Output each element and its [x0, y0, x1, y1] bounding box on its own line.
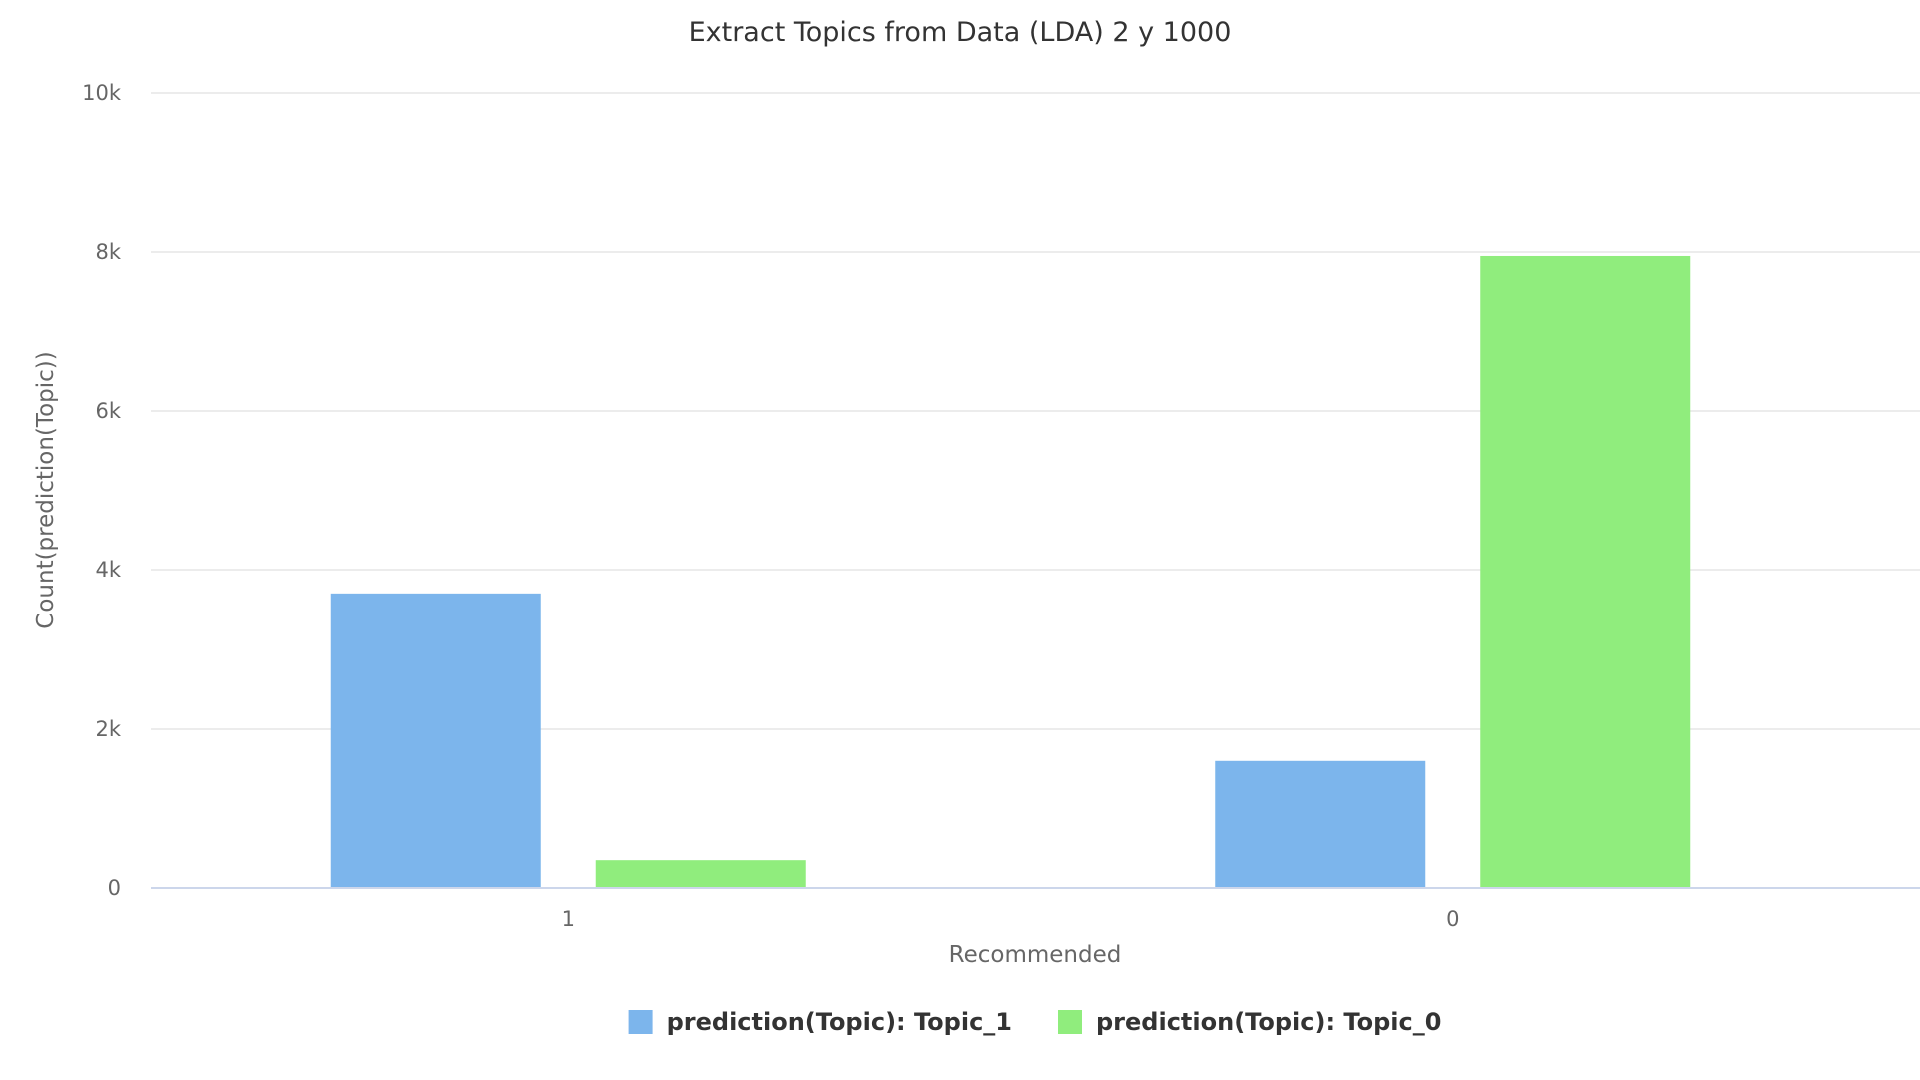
bar-topic-1-cat-0[interactable]: [1215, 760, 1426, 888]
x-axis-title: Recommended: [949, 942, 1122, 968]
chart-title: Extract Topics from Data (LDA) 2 y 1000: [689, 17, 1232, 48]
legend-swatch: [628, 1010, 653, 1034]
legend-item[interactable]: prediction(Topic): Topic_1: [628, 1008, 1012, 1036]
legend-swatch: [1058, 1010, 1082, 1034]
y-axis-ticks: 0 2k 4k 6k 8k 10k: [82, 81, 122, 900]
y-tick-label: 4k: [95, 558, 121, 582]
y-tick-label: 8k: [95, 240, 121, 264]
y-tick-label: 10k: [82, 81, 122, 105]
y-axis-title: Count(prediction(Topic)): [33, 351, 59, 628]
legend-label: prediction(Topic): Topic_0: [1096, 1008, 1441, 1036]
legend-label: prediction(Topic): Topic_1: [667, 1008, 1012, 1036]
legend: prediction(Topic): Topic_1 prediction(Top…: [628, 1008, 1441, 1036]
y-tick-label: 0: [108, 876, 121, 900]
x-tick-label: 1: [562, 907, 575, 931]
bar-topic-1-cat-1[interactable]: [330, 593, 541, 888]
y-tick-label: 2k: [95, 717, 121, 741]
y-tick-label: 6k: [95, 399, 121, 423]
legend-item[interactable]: prediction(Topic): Topic_0: [1058, 1008, 1441, 1036]
bar-topic-0-cat-0[interactable]: [1480, 255, 1691, 889]
bars: [330, 255, 1691, 889]
bar-topic-0-cat-1[interactable]: [595, 860, 806, 888]
x-tick-label: 0: [1446, 907, 1459, 931]
